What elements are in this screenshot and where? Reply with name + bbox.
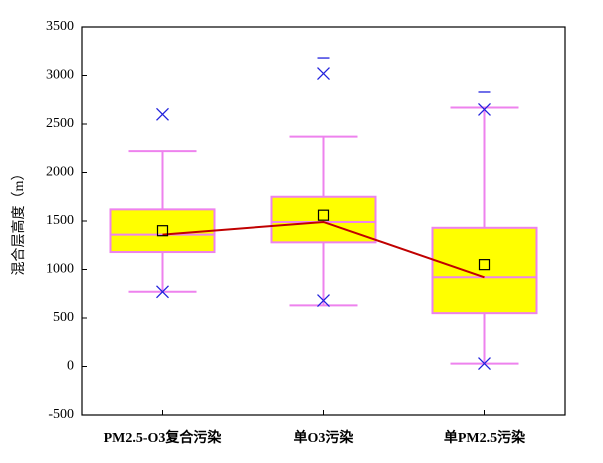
y-tick-label: 3000 xyxy=(46,68,74,83)
box xyxy=(109,208,216,254)
x-tick-label: 单O3污染 xyxy=(294,429,355,446)
min-marker xyxy=(317,294,330,307)
median-line xyxy=(162,220,485,279)
y-tick-label: 500 xyxy=(53,310,74,325)
x-tick-label: 单PM2.5污染 xyxy=(444,429,526,446)
min-marker xyxy=(478,357,491,371)
y-axis-label: 混合层高度（m） xyxy=(10,167,27,276)
y-tick-label: 1500 xyxy=(46,213,74,228)
y-tick-label: -500 xyxy=(48,407,74,422)
y-tick-label: 2000 xyxy=(46,165,74,180)
mean-marker xyxy=(478,259,491,271)
max-marker xyxy=(478,102,491,116)
y-tick-label: 3500 xyxy=(46,19,74,34)
y-tick-label: 2500 xyxy=(46,116,74,131)
max-marker xyxy=(156,107,169,121)
max-marker xyxy=(317,67,330,81)
y-tick-label: 1000 xyxy=(46,262,74,277)
min-marker xyxy=(156,285,169,299)
mean-marker xyxy=(156,225,169,237)
x-tick-label: PM2.5-O3复合污染 xyxy=(104,429,223,446)
y-tick-label: 0 xyxy=(67,359,74,374)
mean-marker xyxy=(317,209,330,221)
box xyxy=(431,226,538,315)
